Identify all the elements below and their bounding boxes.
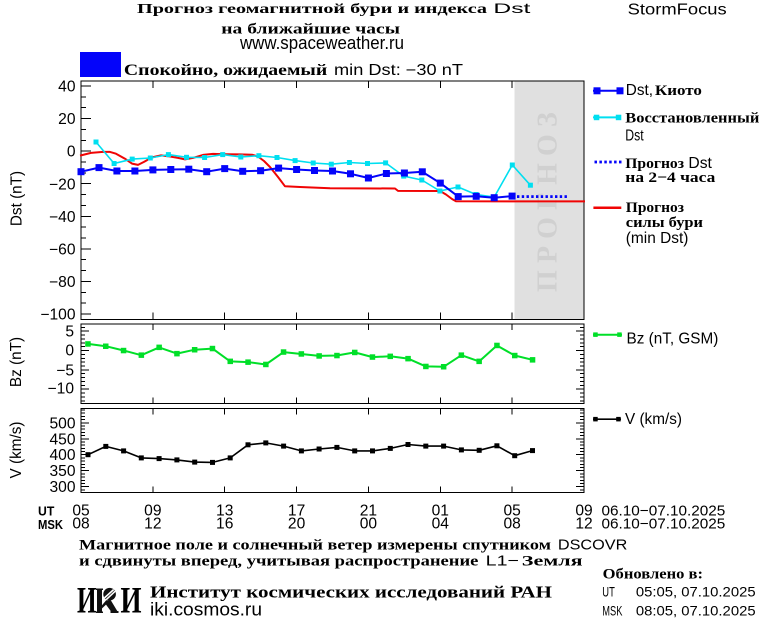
svg-text:Bz (nT, GSM): Bz (nT, GSM) [627, 330, 719, 347]
svg-text:Обновлено в:: Обновлено в: [603, 566, 703, 583]
svg-text:силы бури: силы бури [626, 215, 704, 231]
svg-text:−80: −80 [49, 274, 76, 291]
svg-text:−5: −5 [56, 362, 74, 379]
svg-text:−40: −40 [49, 209, 76, 226]
svg-text:Институт космических исследова: Институт космических исследований РАН [150, 583, 552, 602]
svg-text:iki.cosmos.ru: iki.cosmos.ru [150, 600, 262, 620]
svg-text:01: 01 [432, 503, 449, 520]
svg-text:UT: UT [602, 584, 615, 599]
svg-text:0: 0 [65, 343, 74, 360]
svg-text:StormFocus: StormFocus [628, 2, 727, 19]
svg-text:16: 16 [216, 516, 233, 533]
svg-text:Восстановленный: Восстановленный [625, 111, 759, 127]
svg-text:06.10−07.10.2025: 06.10−07.10.2025 [602, 503, 726, 520]
svg-text:06.10−07.10.2025: 06.10−07.10.2025 [602, 516, 726, 533]
svg-text:И: И [77, 581, 97, 620]
svg-text:Dst: Dst [688, 155, 712, 172]
svg-text:(min Dst): (min Dst) [626, 230, 689, 247]
svg-text:V (km/s): V (km/s) [8, 422, 25, 479]
svg-text:Земля: Земля [522, 554, 583, 570]
svg-text:17: 17 [288, 503, 305, 520]
svg-text:www.spaceweather.ru: www.spaceweather.ru [239, 32, 404, 53]
svg-text:Dst,: Dst, [626, 82, 653, 99]
svg-text:Dst: Dst [493, 0, 530, 16]
svg-text:Прогноз: Прогноз [625, 156, 684, 172]
svg-text:05: 05 [72, 503, 90, 520]
svg-text:5: 5 [65, 324, 74, 341]
svg-text:450: 450 [49, 431, 75, 448]
svg-text:Dst (nT): Dst (nT) [9, 171, 26, 226]
svg-text:Bz (nT): Bz (nT) [8, 337, 25, 387]
svg-text:09: 09 [575, 503, 592, 520]
svg-text:0: 0 [67, 144, 76, 161]
svg-text:на 2−4 часа: на 2−4 часа [625, 170, 716, 186]
svg-text:400: 400 [49, 447, 75, 464]
svg-text:350: 350 [49, 463, 75, 480]
svg-text:08:05, 07.10.2025: 08:05, 07.10.2025 [636, 603, 756, 618]
svg-text:Прогноз геомагнитной бури и ин: Прогноз геомагнитной бури и индекса [137, 2, 487, 17]
svg-text:MSK: MSK [38, 517, 64, 532]
svg-text:Прогноз: Прогноз [626, 200, 684, 216]
svg-text:20: 20 [58, 111, 76, 128]
svg-text:05: 05 [503, 503, 521, 520]
svg-text:И: И [121, 581, 142, 620]
svg-text:Киото: Киото [655, 83, 702, 99]
svg-text:L1−: L1− [486, 553, 520, 570]
svg-text:−10: −10 [48, 381, 75, 398]
svg-text:08: 08 [72, 516, 89, 533]
svg-text:ПРОГНОЗ: ПРОГНОЗ [533, 105, 564, 292]
svg-text:и сдвинуты вперед, учитывая ра: и сдвинуты вперед, учитывая распростране… [79, 554, 478, 570]
svg-text:500: 500 [49, 415, 75, 432]
svg-text:на ближайшие часы: на ближайшие часы [221, 21, 400, 37]
svg-text:Магнитное поле и солнечный вет: Магнитное поле и солнечный ветер измерен… [79, 538, 551, 554]
svg-text:min Dst: −30 nT: min Dst: −30 nT [334, 62, 463, 79]
svg-text:−20: −20 [49, 176, 76, 193]
svg-text:Dst: Dst [625, 127, 644, 144]
svg-text:04: 04 [432, 516, 450, 533]
svg-text:20: 20 [288, 516, 306, 533]
svg-text:00: 00 [360, 516, 378, 533]
svg-text:UT: UT [38, 504, 54, 519]
svg-text:08: 08 [503, 516, 520, 533]
svg-text:−60: −60 [49, 241, 76, 258]
svg-text:MSK: MSK [602, 603, 622, 618]
svg-text:300: 300 [49, 479, 75, 496]
svg-text:21: 21 [360, 503, 377, 520]
svg-text:05:05, 07.10.2025: 05:05, 07.10.2025 [636, 584, 756, 599]
svg-text:−100: −100 [40, 307, 75, 324]
svg-text:12: 12 [144, 516, 161, 533]
svg-text:13: 13 [216, 503, 233, 520]
svg-text:V (km/s): V (km/s) [625, 411, 682, 428]
svg-text:40: 40 [58, 79, 76, 96]
svg-text:Спокойно, ожидаемый: Спокойно, ожидаемый [124, 60, 327, 79]
svg-text:DSCOVR: DSCOVR [558, 537, 628, 554]
svg-text:09: 09 [144, 503, 161, 520]
svg-text:12: 12 [575, 516, 592, 533]
